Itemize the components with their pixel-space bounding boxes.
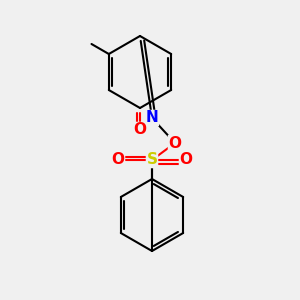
Text: O: O xyxy=(169,136,182,151)
Text: O: O xyxy=(179,152,193,167)
Text: O: O xyxy=(112,152,124,167)
Text: N: N xyxy=(146,110,158,125)
Text: S: S xyxy=(146,152,158,167)
Text: O: O xyxy=(134,122,146,137)
